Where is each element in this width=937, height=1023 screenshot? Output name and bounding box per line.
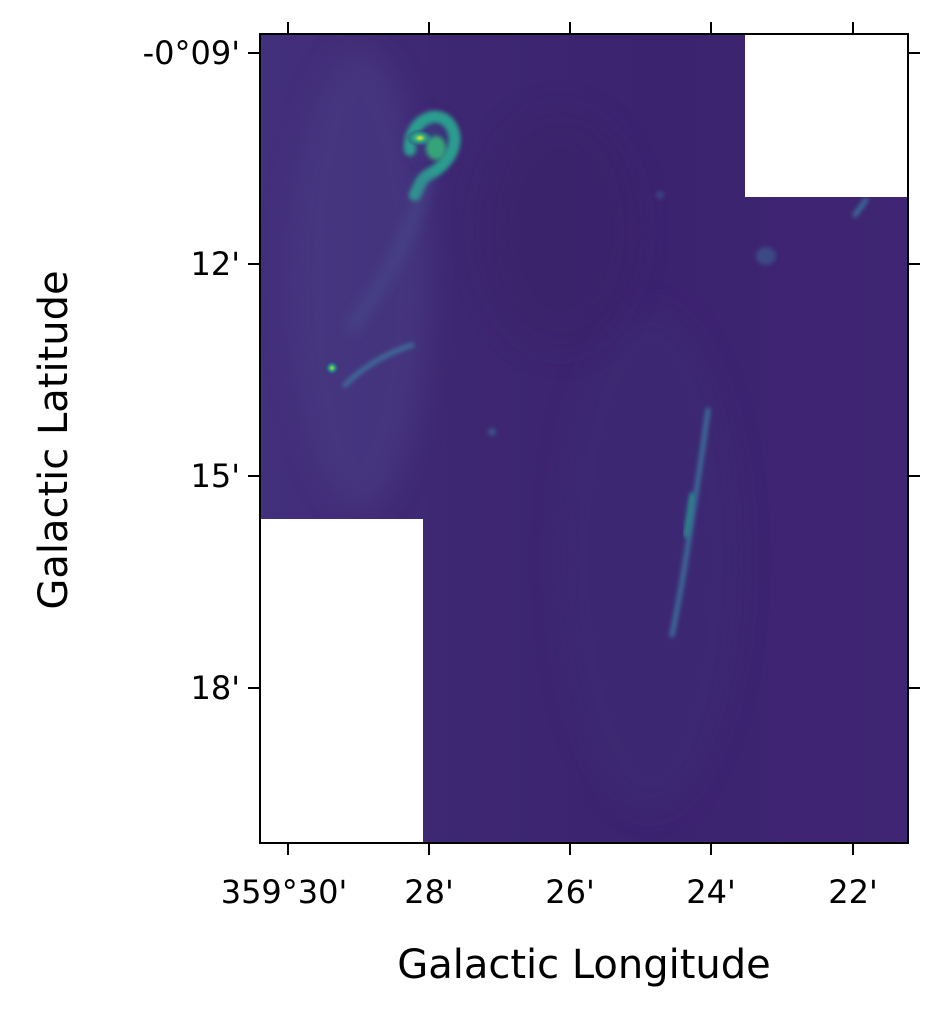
short-filament [342,342,415,388]
x-tick-label: 26' [545,873,595,911]
diffuse-emission [290,50,430,510]
x-tick-label: 28' [404,873,454,911]
y-axis-label: Galactic Latitude [31,270,77,609]
y-tick-marks [248,52,920,689]
point-source [324,360,340,376]
plot-frame [259,33,909,844]
y-tick-label: 18' [190,669,240,707]
x-axis-label: Galactic Longitude [397,942,771,988]
sky-image [260,34,908,843]
bright-source-peak [406,129,434,147]
x-tick-label: 24' [686,873,736,911]
y-tick-label: 12' [190,245,240,283]
y-tick-label: -0°09' [143,34,240,72]
x-tick-label: 22' [828,873,878,911]
x-tick-marks [287,22,854,855]
long-filament [669,407,711,638]
x-tick-label: 359°30' [221,873,348,911]
masked-region-bottom-left [260,519,423,843]
y-tick-label: 15' [190,457,240,495]
masked-region-top-right [745,34,908,197]
